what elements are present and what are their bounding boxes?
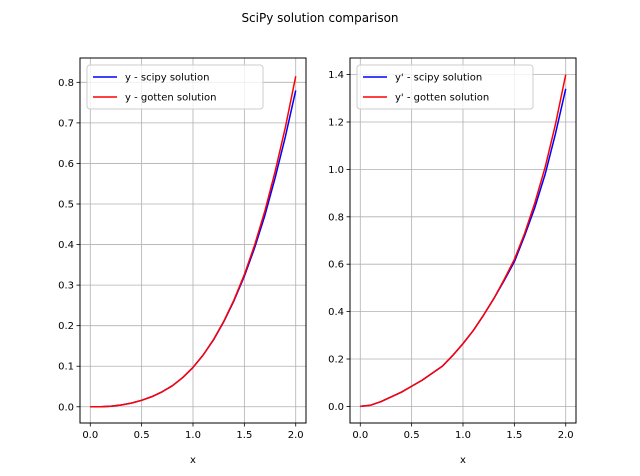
- y-tick-label: 0.6: [328, 260, 344, 271]
- y-tick-label: 0.1: [58, 362, 74, 373]
- legend-box: [356, 64, 534, 110]
- x-tick-label: 2.0: [288, 430, 304, 441]
- legend: y - scipy solution y - gotten solution: [86, 64, 264, 110]
- series-line-gotten: [360, 74, 567, 408]
- figure-title: SciPy solution comparison: [241, 11, 398, 25]
- x-tick-label: 1.0: [185, 430, 201, 441]
- x-tick-label: 0.5: [134, 430, 150, 441]
- y-tick-label: 0.4: [328, 307, 344, 318]
- x-axis-label: x: [190, 455, 196, 466]
- y-tick-label: 0.2: [328, 355, 344, 366]
- y-tick-label: 0.8: [328, 212, 344, 223]
- y-tick-label: 0.8: [58, 78, 74, 89]
- y-tick-label: 1.4: [328, 70, 344, 81]
- x-tick-label: 1.5: [236, 430, 252, 441]
- y-tick-label: 0.0: [328, 402, 344, 413]
- x-tick-label: 0.5: [404, 430, 420, 441]
- x-tick-label: 2.0: [558, 430, 574, 441]
- y-tick-label: 0.0: [58, 402, 74, 413]
- x-tick-label: 0.0: [82, 430, 98, 441]
- y-tick-label: 0.4: [58, 240, 74, 251]
- legend-label: y' - scipy solution: [395, 73, 482, 84]
- series-line-gotten: [90, 76, 297, 408]
- x-tick-label: 0.0: [352, 430, 368, 441]
- y-tick-label: 1.0: [328, 165, 344, 176]
- x-tick-label: 1.5: [506, 430, 522, 441]
- legend-label: y - scipy solution: [125, 73, 209, 84]
- y-tick-label: 0.5: [58, 200, 74, 211]
- x-tick-label: 1.0: [455, 430, 471, 441]
- y-tick-label: 0.3: [58, 281, 74, 292]
- y-tick-label: 0.6: [58, 159, 74, 170]
- y-tick-label: 1.2: [328, 117, 344, 128]
- right-chart: 0.0 0.5 1.0 1.5 2.00.00.20.40.60.81.01.21.4 …: [328, 57, 577, 466]
- left-chart: 0.0 0.5 1.0 1.5 2.0 0.0 0.1 0.2 0.3 0.4 0.5 0.6 0.7 0…: [58, 57, 307, 466]
- x-axis-label: x: [460, 455, 466, 466]
- legend-label: y - gotten solution: [125, 93, 216, 104]
- legend-label: y' - gotten solution: [395, 93, 489, 104]
- legend: y' - scipy solution y' - gotten solution: [356, 64, 534, 110]
- legend-box: [86, 64, 264, 110]
- y-tick-label: 0.2: [58, 321, 74, 332]
- y-tick-label: 0.7: [58, 118, 74, 129]
